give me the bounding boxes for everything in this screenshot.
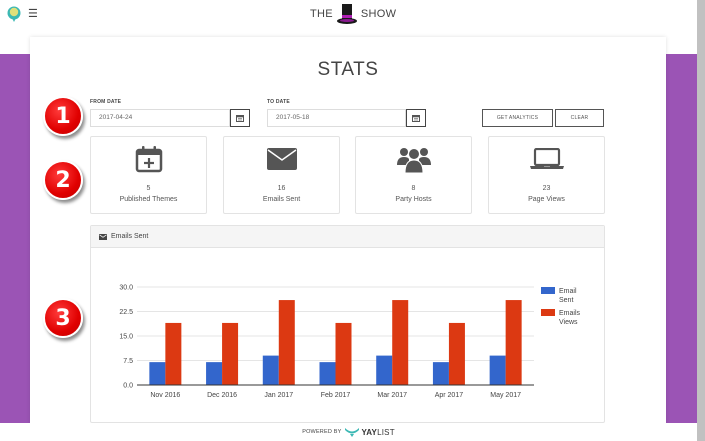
x-tick-label: Feb 2017 <box>321 392 351 399</box>
from-date-calendar-button[interactable] <box>230 109 250 127</box>
emails-sent-panel: Emails Sent 0.0 7.5 15.0 22.5 30.0 Nov 2016 De… <box>90 225 605 423</box>
bar-email-sent[interactable] <box>376 355 393 385</box>
yaylist-logo-icon <box>344 427 359 437</box>
powered-by-text: POWERED BY <box>302 429 342 435</box>
y-tick-label: 7.5 <box>123 358 133 365</box>
stat-label: Published Themes <box>119 196 178 203</box>
legend-label: Sent <box>559 297 573 304</box>
stat-party-hosts: 8 Party Hosts <box>355 136 472 214</box>
x-tick-label: Jan 2017 <box>264 392 293 399</box>
to-date-input[interactable]: 2017-05-18 <box>267 109 406 127</box>
bar-emails-views[interactable] <box>448 322 465 385</box>
bar-email-sent[interactable] <box>489 355 506 385</box>
laptop-icon <box>529 148 564 169</box>
y-tick-label: 30.0 <box>119 285 133 292</box>
bar-email-sent[interactable] <box>319 362 336 385</box>
x-tick-label: May 2017 <box>490 392 521 399</box>
bar-email-sent[interactable] <box>206 362 223 385</box>
bar-chart: 0.0 7.5 15.0 22.5 30.0 Nov 2016 Dec 2016 Jan 20… <box>119 285 581 400</box>
get-analytics-button[interactable]: GET ANALYTICS <box>482 109 553 127</box>
annotation-badge-1: 1 <box>43 96 83 136</box>
x-tick-label: Dec 2016 <box>207 392 237 399</box>
annotation-badge-2: 2 <box>43 160 83 200</box>
panel-title: Emails Sent <box>111 233 149 240</box>
bar-emails-views[interactable] <box>335 322 352 385</box>
top-bar: ☰ THE SHOW <box>0 0 697 30</box>
stat-emails-sent: 16 Emails Sent <box>223 136 340 214</box>
brand-text-left: THE <box>310 8 333 20</box>
from-date-label: FROM DATE <box>90 99 122 105</box>
footer-brand-light: LIST <box>377 427 395 437</box>
top-hat-icon <box>336 4 357 24</box>
brand-text-right: SHOW <box>360 8 397 20</box>
page-title: STATS <box>317 59 379 80</box>
bar-emails-views[interactable] <box>165 322 182 385</box>
x-tick-label: Apr 2017 <box>435 392 464 399</box>
bar-emails-views[interactable] <box>222 322 239 385</box>
brand-logo[interactable]: THE SHOW <box>310 3 396 25</box>
yaylist-logo-icon[interactable] <box>6 6 22 22</box>
annotation-badge-3: 3 <box>43 298 83 338</box>
scrollbar[interactable] <box>697 0 705 441</box>
y-tick-label: 15.0 <box>119 334 133 341</box>
legend-label: Views <box>559 319 578 326</box>
legend-label: Email <box>559 288 577 295</box>
stat-page-views: 23 Page Views <box>488 136 605 214</box>
envelope-icon <box>99 233 107 240</box>
bar-emails-views[interactable] <box>278 300 295 385</box>
stat-label: Party Hosts <box>395 196 432 203</box>
panel-header: Emails Sent <box>91 226 604 248</box>
x-tick-label: Nov 2016 <box>150 392 180 399</box>
stats-card: STATS FROM DATE 2017-04-24 TO DATE 2017-… <box>30 37 666 423</box>
stat-label: Page Views <box>528 196 565 203</box>
hamburger-icon[interactable]: ☰ <box>28 8 38 20</box>
footer-brand-bold: YAY <box>361 427 378 437</box>
users-icon <box>396 148 431 173</box>
footer: POWERED BY YAY LIST <box>0 423 697 441</box>
bar-email-sent[interactable] <box>262 355 279 385</box>
y-tick-label: 0.0 <box>123 383 133 390</box>
stat-value: 16 <box>277 185 286 192</box>
bar-email-sent[interactable] <box>432 362 449 385</box>
calendar-icon <box>236 115 244 122</box>
y-tick-label: 22.5 <box>119 309 133 316</box>
legend-swatch <box>541 309 555 316</box>
bar-email-sent[interactable] <box>149 362 166 385</box>
bar-emails-views[interactable] <box>392 300 409 385</box>
stat-value: 23 <box>542 185 551 192</box>
to-date-calendar-button[interactable] <box>406 109 426 127</box>
envelope-icon <box>266 148 297 170</box>
calendar-icon <box>412 115 420 122</box>
stat-value: 8 <box>411 185 416 192</box>
stat-value: 5 <box>146 185 151 192</box>
legend-swatch <box>541 287 555 294</box>
x-tick-label: Mar 2017 <box>377 392 407 399</box>
calendar-plus-icon <box>135 146 162 173</box>
from-date-input[interactable]: 2017-04-24 <box>90 109 230 127</box>
stat-label: Emails Sent <box>262 196 301 203</box>
to-date-label: TO DATE <box>267 99 290 105</box>
clear-button[interactable]: CLEAR <box>555 109 604 127</box>
bar-emails-views[interactable] <box>505 300 522 385</box>
legend-label: Emails <box>559 310 581 317</box>
stat-published-themes: 5 Published Themes <box>90 136 207 214</box>
